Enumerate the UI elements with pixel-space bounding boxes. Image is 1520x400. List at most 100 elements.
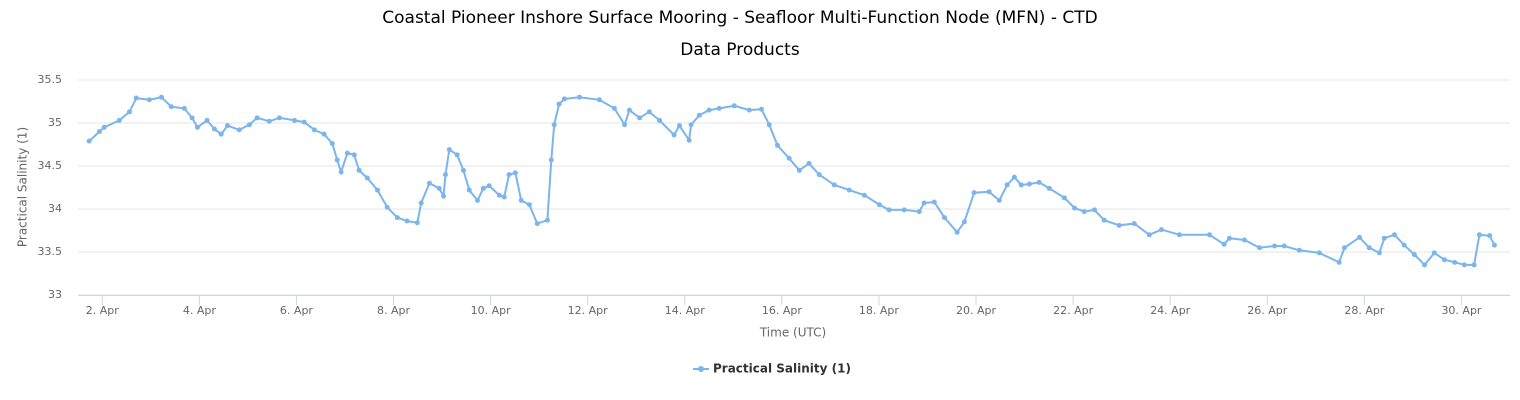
point xyxy=(831,182,837,188)
point xyxy=(931,199,937,205)
point xyxy=(626,107,632,113)
point xyxy=(364,175,370,181)
point xyxy=(1241,237,1247,243)
point xyxy=(1011,174,1017,180)
y-tick-label: 35 xyxy=(48,116,62,129)
point xyxy=(1401,242,1407,248)
point xyxy=(86,138,92,144)
legend-label: Practical Salinity (1) xyxy=(713,362,851,376)
point xyxy=(1441,257,1447,263)
point xyxy=(426,180,432,186)
point xyxy=(266,118,272,124)
point xyxy=(526,202,532,208)
point xyxy=(1146,232,1152,238)
point xyxy=(1061,195,1067,201)
point xyxy=(506,172,512,178)
y-tick-label: 33.5 xyxy=(38,245,63,258)
point xyxy=(512,170,518,176)
point xyxy=(1487,233,1493,239)
point xyxy=(1336,259,1342,265)
point xyxy=(1281,243,1287,249)
point xyxy=(1366,245,1372,251)
point xyxy=(796,167,802,173)
point xyxy=(211,126,217,132)
x-tick-label: 4. Apr xyxy=(183,304,216,317)
point xyxy=(501,194,507,200)
point xyxy=(301,119,307,125)
point xyxy=(1158,227,1164,233)
point xyxy=(996,197,1002,203)
legend-symbol xyxy=(698,366,704,372)
point xyxy=(534,221,540,227)
point xyxy=(146,97,152,103)
point xyxy=(518,197,524,203)
point xyxy=(321,131,327,137)
point xyxy=(394,215,400,221)
point xyxy=(1316,250,1322,256)
point xyxy=(404,218,410,224)
point xyxy=(746,107,752,113)
point xyxy=(758,106,764,112)
x-tick-label: 18. Apr xyxy=(859,304,899,317)
point xyxy=(1357,234,1363,240)
point xyxy=(1381,235,1387,241)
series-line xyxy=(88,96,1496,267)
point xyxy=(1004,182,1010,188)
point xyxy=(334,157,340,163)
point xyxy=(1391,232,1397,238)
x-tick-label: 12. Apr xyxy=(568,304,608,317)
point xyxy=(236,127,242,133)
point xyxy=(688,122,694,128)
chart-title: Coastal Pioneer Inshore Surface Mooring … xyxy=(382,8,1097,28)
x-tick-label: 14. Apr xyxy=(665,304,705,317)
point xyxy=(1491,242,1497,248)
point xyxy=(375,187,381,193)
y-tick-label: 34.5 xyxy=(38,159,63,172)
point xyxy=(116,117,122,123)
point xyxy=(1018,182,1024,188)
x-axis-title: Time (UTC) xyxy=(759,326,826,340)
point xyxy=(418,200,424,206)
x-tick-label: 6. Apr xyxy=(280,304,313,317)
point xyxy=(806,160,812,166)
point xyxy=(1036,179,1042,185)
point xyxy=(1411,252,1417,258)
point xyxy=(194,124,200,130)
point xyxy=(611,105,617,111)
point xyxy=(1221,241,1227,247)
point xyxy=(876,202,882,208)
x-tick-label: 2. Apr xyxy=(86,304,119,317)
x-tick-label: 22. Apr xyxy=(1053,304,1093,317)
y-tick-label: 35.5 xyxy=(38,73,63,86)
x-tick-label: 8. Apr xyxy=(377,304,410,317)
point xyxy=(414,220,420,226)
point xyxy=(1296,247,1302,253)
point xyxy=(1431,250,1437,256)
point xyxy=(1091,207,1097,213)
point xyxy=(496,192,502,198)
point xyxy=(189,115,195,121)
point xyxy=(254,115,260,121)
point xyxy=(311,127,317,133)
point xyxy=(344,150,350,156)
point xyxy=(356,167,362,173)
point xyxy=(986,189,992,195)
point xyxy=(971,190,977,196)
point xyxy=(861,192,867,198)
point xyxy=(816,172,822,178)
point xyxy=(766,122,772,128)
point xyxy=(466,187,472,193)
point xyxy=(901,207,907,213)
point xyxy=(351,152,357,158)
point xyxy=(246,122,252,128)
point xyxy=(596,97,602,103)
point xyxy=(961,219,967,225)
point xyxy=(442,172,448,178)
point xyxy=(446,147,452,153)
chart-subtitle: Data Products xyxy=(680,40,800,60)
point xyxy=(126,109,132,115)
point xyxy=(548,157,554,163)
point xyxy=(1101,217,1107,223)
point xyxy=(168,104,174,110)
x-tick-label: 16. Apr xyxy=(762,304,802,317)
